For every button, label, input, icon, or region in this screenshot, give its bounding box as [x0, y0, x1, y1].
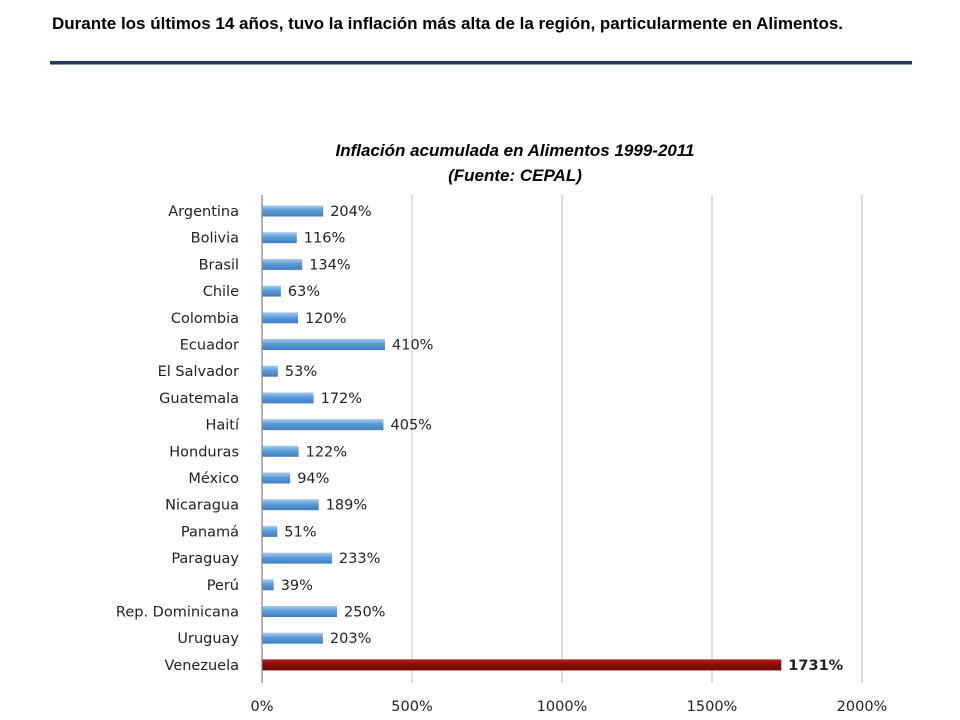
value-label: 122% [306, 444, 347, 460]
bar [262, 419, 384, 431]
value-label: 1731% [788, 658, 843, 674]
category-label: Chile [203, 284, 239, 300]
value-label: 405% [391, 418, 432, 434]
value-label: 94% [297, 471, 329, 487]
bar [262, 579, 274, 591]
chart-title: Inflación acumulada en Alimentos 1999-20… [190, 138, 840, 188]
x-axis-ticks: 0% 500% 1000% 1500% 2000% [250, 699, 887, 715]
bar [262, 365, 278, 377]
bar [262, 606, 337, 617]
bars [262, 205, 782, 671]
bar-highlight [262, 659, 782, 671]
category-label: Brasil [199, 257, 239, 273]
chart-title-main: Inflación acumulada en Alimentos 1999-20… [335, 141, 695, 160]
value-label: 410% [392, 338, 433, 354]
bar [262, 632, 323, 644]
category-label: Bolivia [191, 231, 239, 247]
category-label: Uruguay [177, 631, 239, 647]
value-label: 53% [285, 364, 317, 380]
x-tick-label: 1000% [537, 699, 588, 715]
x-tick-label: 500% [391, 699, 432, 715]
bar [262, 339, 385, 350]
category-label: Argentina [168, 204, 239, 220]
x-tick-label: 0% [250, 699, 273, 715]
value-label: 189% [326, 498, 367, 514]
bar [262, 258, 303, 270]
category-label: Nicaragua [165, 498, 239, 514]
value-label: 116% [304, 231, 345, 247]
category-label: Haití [205, 418, 240, 434]
value-label: 233% [339, 551, 380, 567]
bar [262, 525, 278, 537]
category-label: Ecuador [180, 338, 239, 354]
category-labels: Argentina Bolivia Brasil Chile Colombia Ecuad… [116, 204, 240, 674]
value-label: 134% [309, 257, 350, 273]
gridlines [261, 195, 863, 683]
bar [262, 312, 298, 324]
x-tick-label: 1500% [687, 699, 738, 715]
value-label: 172% [321, 391, 362, 407]
value-label: 63% [288, 284, 320, 300]
category-label: Rep. Dominicana [116, 605, 239, 621]
category-label: Paraguay [171, 551, 239, 567]
value-label: 51% [284, 524, 316, 540]
category-label: Perú [207, 578, 239, 594]
value-label: 203% [330, 631, 371, 647]
category-label: Honduras [169, 444, 239, 460]
category-label: Venezuela [165, 658, 239, 674]
x-tick-label: 2000% [837, 699, 888, 715]
value-labels: 204% 116% 134% 63% 120% 410% 53%172% 405% 122% 94… [281, 204, 844, 674]
category-label: Colombia [171, 311, 239, 327]
chart-title-source: (Fuente: CEPAL) [448, 166, 582, 185]
bar [262, 445, 299, 457]
category-label: El Salvador [158, 364, 239, 380]
category-label: Guatemala [159, 391, 239, 407]
bar [262, 499, 319, 511]
value-label: 204% [330, 204, 371, 220]
bar [262, 205, 324, 217]
slide-heading: Durante los últimos 14 años, tuvo la inf… [52, 14, 844, 33]
value-label: 250% [344, 605, 385, 621]
category-label: Panamá [181, 524, 239, 540]
value-label: 39% [281, 578, 313, 594]
category-label: México [188, 471, 239, 487]
bar [262, 392, 314, 404]
bar [262, 285, 281, 297]
bar [262, 232, 297, 244]
value-label: 120% [305, 311, 346, 327]
heading-divider [50, 61, 912, 65]
bar [262, 472, 291, 484]
bar [262, 552, 332, 564]
